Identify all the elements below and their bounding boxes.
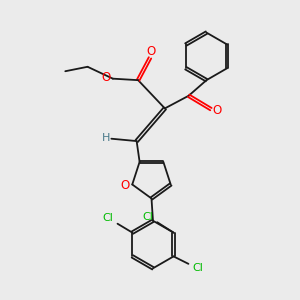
Text: Cl: Cl [142,212,153,222]
Text: Cl: Cl [103,213,113,224]
Text: H: H [102,133,110,143]
Text: O: O [102,71,111,84]
Text: O: O [213,104,222,117]
Text: O: O [120,179,130,193]
Text: Cl: Cl [193,263,203,273]
Text: O: O [146,45,155,58]
